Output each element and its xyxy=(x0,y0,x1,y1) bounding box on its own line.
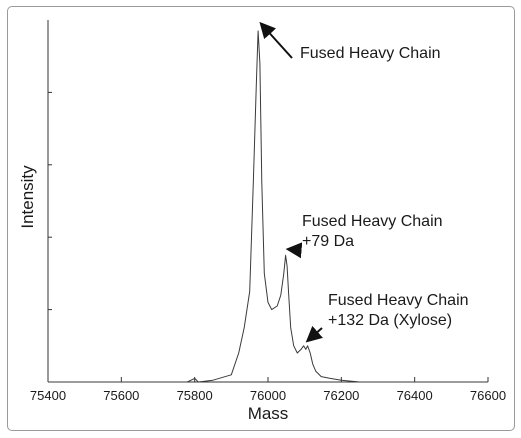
x-tick-label: 75400 xyxy=(30,388,66,403)
annotation-text: +79 Da xyxy=(302,233,354,250)
annotation-arrow xyxy=(259,21,293,59)
annotation-arrow xyxy=(285,242,303,259)
spectrum-line xyxy=(48,30,488,383)
annotation-arrow xyxy=(305,325,323,343)
x-tick-label: 75600 xyxy=(103,388,139,403)
x-ticks: 75400 75600 75800 76000 76200 76400 76600 xyxy=(30,377,506,403)
x-axis-title: Mass xyxy=(248,404,289,423)
annotation-text: Fused Heavy Chain xyxy=(302,213,443,230)
annotation-text: +132 Da (Xylose) xyxy=(328,312,452,329)
x-tick-label: 76400 xyxy=(397,388,433,403)
annotation-text: Fused Heavy Chain xyxy=(328,292,469,309)
series-layer xyxy=(48,30,488,383)
y-axis-title: Intensity xyxy=(18,165,37,229)
x-tick-label: 76600 xyxy=(470,388,506,403)
annotations: Fused Heavy Chain Fused Heavy Chain +79 Da… xyxy=(259,21,469,343)
x-tick-label: 76200 xyxy=(323,388,359,403)
x-tick-label: 75800 xyxy=(177,388,213,403)
x-tick-label: 76000 xyxy=(250,388,286,403)
annotation-text: Fused Heavy Chain xyxy=(300,45,441,62)
chart-frame xyxy=(7,6,515,431)
